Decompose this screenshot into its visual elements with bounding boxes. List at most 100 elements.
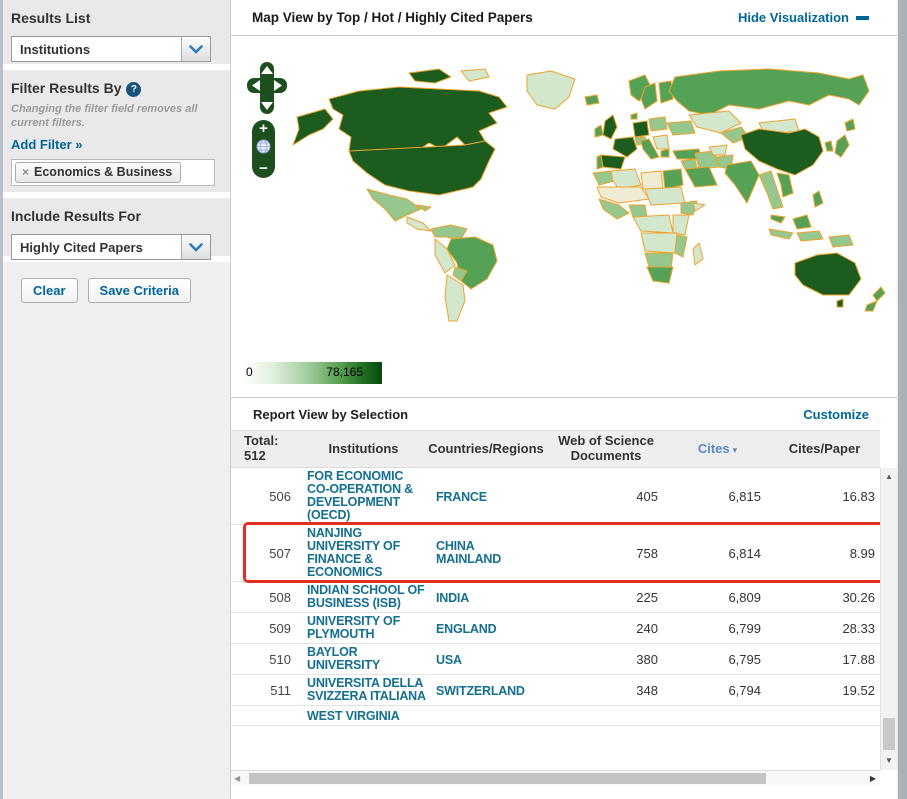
country-link[interactable]: SWITZERLAND: [436, 683, 525, 698]
scroll-up-icon[interactable]: ▲: [885, 472, 893, 481]
web-of-science-documents-cell: 758: [636, 545, 658, 561]
table-row[interactable]: 509 UNIVERSITY OF PLYMOUTH ENGLAND 240 6…: [231, 613, 880, 644]
institution-link[interactable]: NANJING UNIVERSITY OF FINANCE & ECONOMIC…: [307, 526, 401, 579]
country-india: [724, 160, 760, 204]
cites-sort-label: Cites: [697, 440, 730, 456]
table-header-row: Total: 512 Institutions Countries/Region…: [231, 430, 880, 468]
customize-link[interactable]: Customize: [803, 406, 869, 422]
vertical-scroll-thumb[interactable]: [883, 718, 895, 750]
sidebar-edge-strip: [0, 0, 3, 799]
zoom-in-button[interactable]: +: [259, 120, 268, 137]
country-link[interactable]: USA: [436, 652, 462, 667]
legend-max-value: 78,165: [326, 365, 363, 379]
scroll-left-icon[interactable]: ◀: [234, 774, 241, 783]
country-algeria: [610, 168, 642, 190]
world-map[interactable]: [289, 57, 889, 357]
country-canada: [328, 86, 508, 152]
country-iceland: [584, 94, 600, 106]
country-madagascar: [692, 242, 704, 266]
include-results-dropdown[interactable]: Highly Cited Papers: [11, 234, 211, 260]
pan-down-icon: [261, 102, 273, 110]
results-list-selected-value: Institutions: [20, 41, 91, 57]
institution-link[interactable]: INDIAN SCHOOL OF BUSINESS (ISB): [307, 583, 425, 610]
add-filter-link[interactable]: Add Filter »: [11, 136, 83, 152]
country-philippines: [812, 190, 824, 208]
web-of-science-documents-cell: 240: [636, 620, 658, 636]
pan-right-icon: [274, 80, 282, 91]
results-list-dropdown[interactable]: Institutions: [11, 36, 211, 62]
filter-tag-label: Economics & Business: [34, 165, 173, 179]
country-link[interactable]: INDIA: [436, 590, 470, 605]
remove-filter-icon[interactable]: ×: [22, 165, 30, 179]
rank-cell: 507: [269, 545, 291, 561]
hide-visualization-link[interactable]: Hide Visualization: [738, 10, 869, 25]
cites-per-paper-cell: 8.99: [849, 545, 875, 561]
column-header-institutions: Institutions: [328, 440, 399, 456]
hide-visualization-label: Hide Visualization: [737, 10, 849, 25]
country-greenland: [526, 70, 576, 110]
cites-cell: 6,809: [728, 589, 761, 605]
table-row[interactable]: 508 INDIAN SCHOOL OF BUSINESS (ISB) INDI…: [231, 582, 880, 613]
legend-min-value: 0: [246, 365, 253, 379]
table-row[interactable]: 506 FOR ECONOMIC CO-OPERATION & DEVELOPM…: [231, 468, 880, 525]
cites-per-paper-cell: 28.33: [842, 620, 875, 636]
table-row[interactable]: 511 UNIVERSITA DELLA SVIZZERA ITALIANA S…: [231, 675, 880, 706]
country-germany: [632, 120, 650, 138]
institution-link[interactable]: WEST VIRGINIA: [307, 709, 400, 723]
globe-icon[interactable]: [256, 139, 271, 159]
cites-per-paper-cell: 16.83: [842, 488, 875, 504]
pan-left-icon: [252, 80, 260, 91]
column-header-cites-sort[interactable]: Cites ▾: [666, 440, 769, 457]
country-uk: [602, 114, 618, 140]
include-results-heading: Include Results For: [11, 208, 141, 224]
rank-cell: 511: [270, 682, 291, 698]
sort-desc-icon: ▾: [732, 444, 738, 455]
save-criteria-button[interactable]: Save Criteria: [87, 278, 192, 303]
country-link[interactable]: FRANCE: [436, 489, 487, 504]
criteria-buttons-section: Clear Save Criteria: [3, 262, 230, 799]
table-row[interactable]: WEST VIRGINIA: [231, 706, 880, 726]
scroll-down-icon[interactable]: ▼: [885, 756, 893, 765]
country-link[interactable]: ENGLAND: [436, 621, 497, 636]
country-thailand: [758, 170, 784, 210]
filter-tag-box: × Economics & Business: [11, 158, 215, 186]
country-link[interactable]: CHINA MAINLAND: [436, 539, 502, 566]
table-row[interactable]: 507 NANJING UNIVERSITY OF FINANCE & ECON…: [231, 522, 880, 583]
country-saudi-arabia: [684, 166, 718, 188]
rank-cell: 508: [269, 589, 291, 605]
map-pan-control[interactable]: [247, 62, 287, 114]
include-results-section: Include Results For Highly Cited Papers: [3, 198, 230, 260]
filter-tag[interactable]: × Economics & Business: [15, 161, 182, 183]
map-legend: 0 78,165: [242, 362, 382, 384]
institution-link[interactable]: UNIVERSITY OF PLYMOUTH: [307, 614, 401, 641]
zoom-out-button[interactable]: −: [259, 160, 268, 177]
cites-cell: 6,795: [728, 651, 761, 667]
help-icon[interactable]: ?: [126, 82, 142, 97]
country-new-zealand: [872, 286, 886, 302]
horizontal-scroll-thumb[interactable]: [249, 773, 766, 784]
table-row[interactable]: 510 BAYLOR UNIVERSITY USA 380 6,795 17.8…: [231, 644, 880, 675]
horizontal-scrollbar[interactable]: ◀ ▶: [231, 770, 880, 786]
total-count: Total: 512: [231, 434, 301, 463]
institution-link[interactable]: FOR ECONOMIC CO-OPERATION & DEVELOPMENT …: [307, 469, 413, 522]
country-libya: [640, 170, 664, 190]
main-panel: Map View by Top / Hot / Highly Cited Pap…: [230, 0, 897, 799]
cites-cell: 6,815: [728, 488, 761, 504]
country-usa: [348, 140, 496, 196]
scroll-right-icon[interactable]: ▶: [869, 774, 876, 783]
clear-button[interactable]: Clear: [21, 278, 78, 303]
collapse-icon: [856, 15, 869, 20]
country-france: [612, 136, 638, 158]
vertical-scrollbar[interactable]: ▲ ▼: [880, 468, 897, 770]
country-russia: [668, 68, 870, 116]
country-colombia-venezuela: [430, 224, 468, 240]
country-mexico: [366, 188, 422, 222]
total-value: 512: [244, 448, 266, 463]
institution-link[interactable]: BAYLOR UNIVERSITY: [307, 645, 381, 672]
rank-cell: 506: [269, 488, 291, 504]
filter-heading: Filter Results By?: [11, 80, 220, 97]
institution-link[interactable]: UNIVERSITA DELLA SVIZZERA ITALIANA: [307, 676, 426, 703]
country-brazil: [446, 236, 498, 290]
country-nigeria: [628, 204, 648, 218]
